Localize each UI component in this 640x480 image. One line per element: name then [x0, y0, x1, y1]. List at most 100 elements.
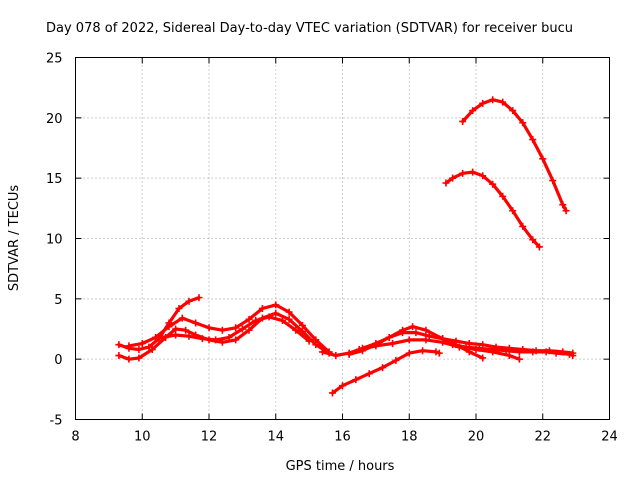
data-point — [138, 339, 146, 347]
series-line — [461, 98, 568, 213]
data-point — [449, 174, 457, 182]
y-tick-label: 20 — [46, 112, 63, 127]
data-point — [475, 344, 483, 352]
data-point — [399, 326, 407, 334]
y-tick-label: -5 — [50, 414, 63, 429]
data-point — [499, 98, 507, 106]
data-point — [462, 343, 470, 351]
data-point — [292, 326, 300, 334]
data-point — [198, 335, 206, 343]
y-tick-label: 25 — [46, 52, 63, 67]
series-sat-c — [125, 301, 333, 356]
data-point — [469, 168, 477, 176]
series-line — [127, 303, 331, 354]
data-point — [272, 301, 280, 309]
data-point — [412, 329, 420, 337]
data-point — [565, 350, 573, 358]
data-point — [205, 324, 213, 332]
y-tick-label: 0 — [54, 353, 62, 368]
data-point — [285, 315, 293, 323]
data-point — [218, 326, 226, 334]
data-point — [509, 207, 517, 215]
data-point — [489, 96, 497, 104]
data-point — [245, 326, 253, 334]
data-point — [432, 348, 440, 356]
data-point — [332, 352, 340, 360]
data-point — [305, 337, 313, 345]
series-sat-i — [328, 347, 443, 397]
data-point — [539, 155, 547, 163]
data-point — [529, 236, 537, 244]
data-point — [152, 333, 160, 341]
data-point — [192, 319, 200, 327]
data-point — [559, 201, 567, 209]
data-point — [502, 347, 510, 355]
data-point — [125, 355, 133, 363]
data-point — [459, 117, 467, 125]
data-point — [182, 326, 190, 334]
y-tick-label: 5 — [54, 293, 62, 308]
data-point — [232, 324, 240, 332]
data-point — [298, 321, 306, 329]
series-sat-g — [355, 336, 523, 363]
data-point — [469, 107, 477, 115]
grid — [75, 57, 610, 420]
x-tick-label: 10 — [134, 430, 151, 445]
data-point — [385, 333, 393, 341]
data-point — [519, 119, 527, 127]
data-point — [505, 352, 513, 360]
data-point — [285, 308, 293, 316]
series-sat-k — [459, 96, 570, 215]
data-point — [148, 346, 156, 354]
x-tick-label: 14 — [267, 430, 284, 445]
data-point — [392, 356, 400, 364]
data-point — [549, 177, 557, 185]
data-point — [489, 180, 497, 188]
data-point — [328, 389, 336, 397]
x-tick-labels: 8 10 12 14 16 18 20 22 24 — [71, 430, 617, 445]
y-tick-labels: -5 0 5 10 15 20 25 — [46, 52, 63, 429]
data-point — [345, 350, 353, 358]
y-tick-label: 10 — [46, 233, 63, 248]
data-point — [135, 354, 143, 362]
data-point — [479, 99, 487, 107]
data-point — [389, 339, 397, 347]
data-point — [569, 352, 577, 360]
data-point — [272, 309, 280, 317]
data-point — [278, 317, 286, 325]
data-point — [379, 364, 387, 372]
data-point — [552, 349, 560, 357]
x-tick-label: 24 — [601, 430, 618, 445]
data-point — [365, 370, 373, 378]
data-point — [352, 376, 360, 384]
x-tick-label: 16 — [334, 430, 351, 445]
series-sat-j — [442, 168, 543, 251]
data-point — [479, 172, 487, 180]
data-point — [535, 243, 543, 251]
data-point — [459, 169, 467, 177]
data-point — [172, 331, 180, 339]
data-point — [405, 349, 413, 357]
data-point — [499, 192, 507, 200]
x-tick-label: 18 — [401, 430, 418, 445]
data-point — [225, 333, 233, 341]
data-point — [232, 336, 240, 344]
data-point — [449, 341, 457, 349]
series-layer — [115, 96, 577, 397]
data-point — [405, 336, 413, 344]
x-axis-label: GPS time / hours — [286, 459, 395, 474]
data-point — [158, 333, 166, 341]
data-point — [355, 346, 363, 354]
data-point — [265, 313, 273, 321]
data-point — [562, 207, 570, 215]
data-point — [238, 325, 246, 333]
data-point — [435, 349, 443, 357]
data-point — [312, 336, 320, 344]
x-tick-label: 22 — [534, 430, 551, 445]
data-point — [252, 317, 260, 325]
ticks — [75, 57, 610, 420]
data-point — [519, 222, 527, 230]
data-point — [165, 323, 173, 331]
data-point — [258, 304, 266, 312]
data-point — [442, 179, 450, 187]
